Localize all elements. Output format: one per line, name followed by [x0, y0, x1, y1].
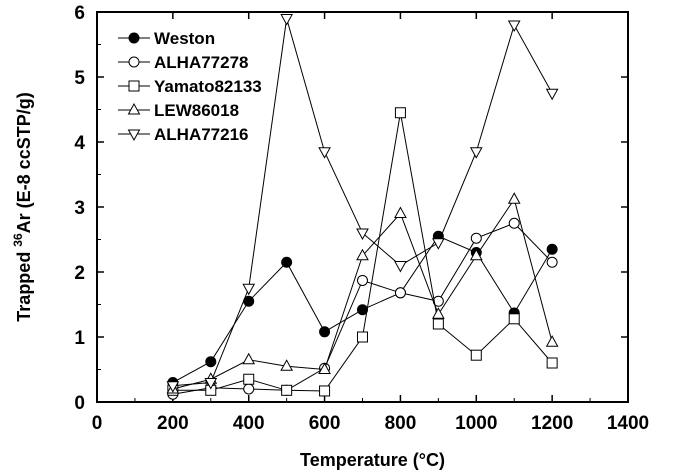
- data-point: [204, 378, 218, 390]
- series-lew86018: [166, 192, 559, 394]
- legend-item: Yamato82133: [118, 77, 262, 96]
- x-tick-label: 800: [385, 413, 417, 434]
- y-tick-label: 5: [74, 68, 85, 89]
- y-tick-label: 0: [74, 393, 85, 414]
- legend-label: LEW86018: [154, 101, 239, 120]
- data-point: [545, 335, 559, 347]
- y-tick-label: 1: [74, 328, 85, 349]
- y-tick-label: 6: [74, 3, 85, 24]
- y-axis-title-post: Ar (E-8 ccSTP/g): [14, 92, 34, 233]
- series-yamato82133: [167, 107, 558, 397]
- data-point: [432, 238, 445, 250]
- series-line: [172, 198, 553, 390]
- y-tick-label: 2: [74, 263, 85, 284]
- legend-label: ALHA77216: [154, 125, 249, 144]
- data-point: [356, 228, 369, 241]
- x-tick-label: 1400: [607, 413, 649, 434]
- data-point: [281, 256, 293, 268]
- data-point: [470, 232, 482, 244]
- data-point: [546, 243, 558, 255]
- data-point: [546, 256, 558, 268]
- y-tick-label: 3: [74, 198, 85, 219]
- data-point: [469, 147, 483, 159]
- legend-item: Weston: [118, 29, 215, 48]
- series-alha77216: [166, 14, 559, 393]
- legend-marker: [128, 80, 140, 92]
- data-point: [319, 385, 331, 397]
- data-point: [357, 304, 368, 316]
- data-point: [280, 14, 293, 26]
- data-point: [546, 357, 558, 369]
- data-point: [394, 287, 406, 299]
- data-point: [357, 331, 368, 343]
- data-point: [243, 373, 255, 385]
- x-tick-label: 600: [309, 413, 341, 434]
- data-point: [205, 356, 217, 368]
- data-point: [508, 217, 520, 229]
- x-tick-label: 1200: [531, 413, 573, 434]
- legend-item: ALHA77216: [118, 125, 249, 144]
- data-point: [166, 381, 180, 393]
- data-point: [281, 384, 293, 396]
- data-point: [507, 20, 521, 33]
- x-tick-label: 400: [233, 413, 265, 434]
- legend: Weston ALHA77278 Yamato82133 LEW86018 ALHA77…: [118, 29, 262, 144]
- data-point: [432, 318, 444, 330]
- y-axis-title-pre: Trapped: [14, 247, 34, 322]
- legend-marker: [128, 32, 140, 44]
- legend-marker: [127, 129, 141, 142]
- data-point: [318, 147, 331, 159]
- legend-item: LEW86018: [118, 101, 239, 120]
- data-point: [280, 359, 293, 371]
- data-point: [243, 383, 255, 395]
- y-axis-title-sup: 36: [11, 233, 25, 247]
- legend-label: ALHA77278: [154, 53, 249, 72]
- legend-marker: [127, 102, 141, 115]
- data-point: [508, 313, 520, 325]
- data-point: [394, 206, 407, 218]
- y-tick-label: 4: [74, 133, 85, 154]
- data-point: [242, 352, 256, 365]
- data-point: [356, 248, 369, 261]
- data-point: [242, 283, 256, 296]
- x-tick-label: 0: [92, 413, 103, 434]
- data-point: [394, 107, 406, 119]
- legend-marker: [128, 56, 140, 68]
- data-point: [545, 88, 559, 101]
- data-point: [318, 362, 331, 374]
- data-point: [507, 192, 521, 204]
- x-tick-label: 200: [157, 413, 189, 434]
- x-tick-label: 1000: [455, 413, 497, 434]
- data-point: [319, 326, 331, 338]
- y-axis-title: Trapped 36Ar (E-8 ccSTP/g): [11, 92, 34, 321]
- legend-label: Yamato82133: [154, 77, 262, 96]
- data-point: [432, 307, 445, 319]
- legend-item: ALHA77278: [118, 53, 249, 72]
- x-axis-title: Temperature (°C): [300, 450, 445, 470]
- data-point: [469, 248, 483, 261]
- legend-label: Weston: [154, 29, 215, 48]
- data-point: [394, 261, 407, 273]
- data-point: [470, 349, 482, 361]
- data-point: [357, 274, 368, 286]
